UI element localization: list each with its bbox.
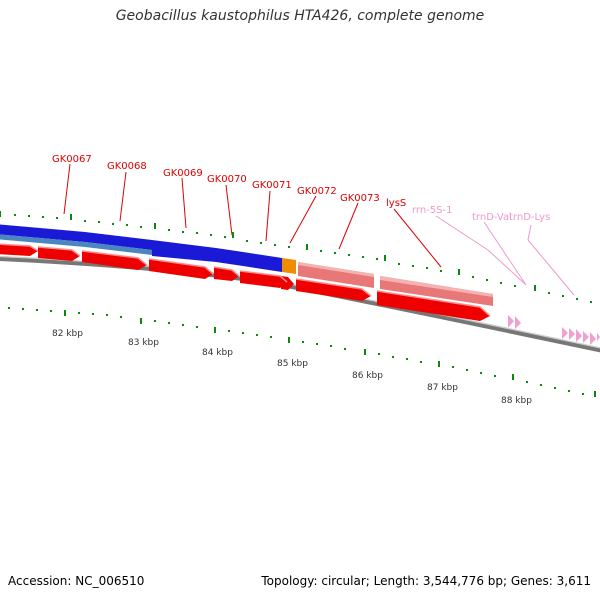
rrna-feature	[298, 262, 374, 288]
gene-label: GK0070	[207, 174, 247, 185]
cds-arrow	[240, 271, 287, 288]
lower-tick-track	[8, 307, 596, 397]
cds-arrow	[0, 244, 38, 256]
gene-label: GK0069	[163, 168, 203, 179]
cog-segment	[282, 258, 296, 274]
cds-arrow	[296, 279, 371, 301]
cog-segment	[152, 240, 216, 262]
gene-label: GK0071	[252, 180, 292, 191]
cds-arrow	[82, 251, 147, 270]
trna-feature	[515, 316, 521, 329]
gene-label: GK0073	[340, 193, 380, 204]
trna-feature	[576, 329, 582, 342]
label-leaders	[63, 163, 575, 296]
kbp-label-group: 82 kbp 83 kbp 84 kbp 85 kbp 86 kbp 87 kb…	[52, 329, 532, 406]
trna-feature	[583, 331, 589, 343]
cog-segment	[0, 234, 40, 243]
gene-label: lysS	[386, 198, 406, 209]
trna-feature	[508, 315, 514, 328]
gene-label-group: GK0067 GK0068 GK0069 GK0070 GK0071 GK007…	[52, 154, 550, 223]
genome-stats-label: Topology: circular; Length: 3,544,776 bp…	[261, 574, 591, 588]
kbp-label: 84 kbp	[202, 348, 233, 358]
cog-segment	[40, 238, 85, 247]
cds-arrow	[149, 259, 213, 279]
kbp-label: 83 kbp	[128, 338, 159, 348]
cog-segment	[216, 248, 243, 266]
cog-segment	[40, 228, 85, 242]
map-title: Geobacillus kaustophilus HTA426, complet…	[115, 8, 485, 24]
cog-segment	[0, 224, 40, 238]
cog-segment	[85, 242, 152, 255]
rna-label: rrn-5S-1	[412, 205, 453, 216]
rna-label: trnD-Lys	[509, 212, 550, 223]
accession-label: Accession: NC_006510	[8, 574, 145, 588]
trna-track	[508, 315, 600, 345]
trna-feature	[597, 333, 600, 341]
kbp-label: 87 kbp	[427, 383, 458, 393]
forward-cds-track	[0, 243, 491, 321]
kbp-label: 85 kbp	[277, 359, 308, 369]
rrna-track	[298, 262, 493, 306]
cds-arrow	[214, 267, 239, 281]
rrna-feature-shade	[298, 262, 374, 277]
cds-arrow	[377, 291, 490, 321]
trna-feature	[590, 332, 596, 345]
cog-segment	[85, 232, 152, 250]
kbp-label: 86 kbp	[352, 371, 383, 381]
cog-track	[0, 224, 296, 274]
trna-feature	[569, 328, 575, 340]
rrna-feature-shade	[380, 276, 493, 297]
cog-segment	[243, 252, 282, 272]
gene-label: GK0072	[297, 186, 337, 197]
gene-label: GK0067	[52, 154, 92, 165]
gene-label: GK0068	[107, 161, 147, 172]
trna-feature	[562, 327, 568, 339]
rna-label: trnD-Val	[472, 212, 512, 223]
kbp-label: 88 kbp	[501, 396, 532, 406]
kbp-label: 82 kbp	[52, 329, 83, 339]
upper-tick-track	[0, 211, 592, 303]
